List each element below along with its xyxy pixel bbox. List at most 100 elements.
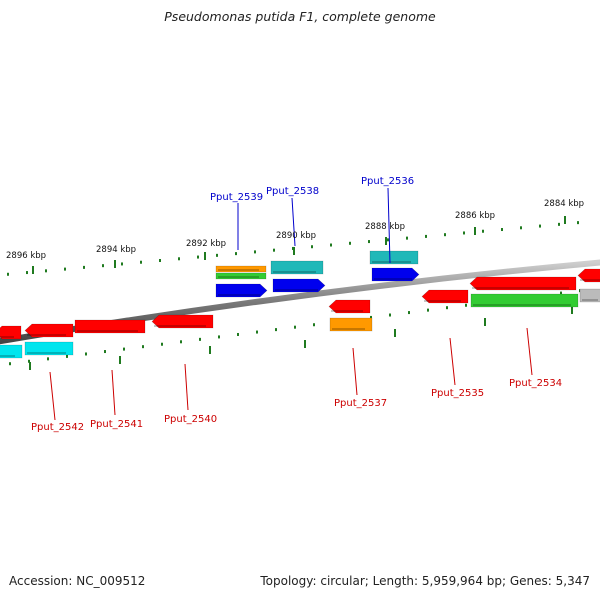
ruler-dot xyxy=(178,257,180,261)
ruler-dot xyxy=(123,347,125,351)
ruler-major-tick xyxy=(484,318,486,326)
label-leader-line xyxy=(449,337,456,386)
ruler-dot xyxy=(104,350,106,354)
tick-label: 2896 kbp xyxy=(6,251,46,261)
gene-pput-2537-orange[interactable] xyxy=(329,317,373,332)
ruler-dot xyxy=(463,231,465,235)
ruler-dot xyxy=(64,267,66,271)
gene-shadow xyxy=(273,271,316,273)
ruler-dot xyxy=(406,236,408,240)
ruler-dot xyxy=(121,262,123,266)
gene-shadow xyxy=(218,269,259,271)
gene-shadow xyxy=(27,334,66,336)
tick-label: 2884 kbp xyxy=(544,199,584,209)
ruler-dot xyxy=(446,306,448,310)
ruler-dot xyxy=(294,325,296,329)
label-leaders-layer xyxy=(49,187,533,421)
gene-pput-2542[interactable] xyxy=(24,323,74,338)
ruler-dot xyxy=(159,259,161,263)
gene-pput-2541[interactable] xyxy=(74,319,146,334)
genome-summary-text: Topology: circular; Length: 5,959,964 bp… xyxy=(260,574,590,588)
ruler-dot xyxy=(218,335,220,339)
tick-labels-layer: 2896 kbp 2894 kbp 2892 kbp 2890 kbp 2888 kbp… xyxy=(6,199,584,261)
gene-shadow xyxy=(374,278,412,280)
tick-label: 2894 kbp xyxy=(96,245,136,255)
ruler-dot xyxy=(28,359,30,363)
ruler-dot xyxy=(26,271,28,275)
gene-pput-2534-green[interactable] xyxy=(470,293,579,308)
ruler-major-tick xyxy=(571,306,573,314)
gene-pput-2539-green[interactable] xyxy=(215,272,267,280)
gene-pput-2538-teal[interactable] xyxy=(270,260,324,275)
ruler-dot xyxy=(216,253,218,257)
gene-shadow xyxy=(218,294,260,296)
ruler-major-tick xyxy=(385,237,387,245)
gene-label[interactable]: Pput_2535 xyxy=(431,388,484,399)
ruler-major-tick xyxy=(32,266,34,274)
gene-pput-2534[interactable] xyxy=(469,276,577,291)
gene-pput-2539[interactable] xyxy=(215,283,268,298)
ruler-major-tick xyxy=(564,216,566,224)
ruler-dot xyxy=(140,260,142,264)
gene-pput-2542-cyan[interactable] xyxy=(24,341,74,356)
gene-label[interactable]: Pput_2536 xyxy=(361,176,414,187)
gene-shadow xyxy=(275,289,318,291)
gene-shadow xyxy=(582,299,598,301)
label-leader-line xyxy=(49,371,56,421)
ruler-dot xyxy=(560,291,562,295)
gene-pput-2540[interactable] xyxy=(151,314,214,329)
label-leader-line xyxy=(111,369,116,416)
gene-label[interactable]: Pput_2540 xyxy=(164,414,217,425)
gene-label[interactable]: Pput_2537 xyxy=(334,398,387,409)
gene-shadow xyxy=(0,355,15,357)
gene-shadow xyxy=(332,328,365,330)
map-title: Pseudomonas putida F1, complete genome xyxy=(164,9,436,24)
gene-shadow xyxy=(218,276,259,278)
ruler-dot xyxy=(444,233,446,237)
gene-pput-2536[interactable] xyxy=(371,267,420,282)
ruler-major-tick xyxy=(293,247,295,255)
ruler-major-tick xyxy=(304,340,306,348)
gene-pput-2539-orange[interactable] xyxy=(215,265,267,273)
gene-red-left-edge[interactable] xyxy=(0,325,22,340)
gene-cyan-left-edge[interactable] xyxy=(0,344,23,359)
ruler-dot xyxy=(311,245,313,249)
gene-label[interactable]: Pput_2539 xyxy=(210,192,263,203)
label-leader-line xyxy=(387,187,391,264)
gene-gray-right-edge[interactable] xyxy=(579,288,600,303)
gene-label[interactable]: Pput_2534 xyxy=(509,378,562,389)
ruler-dot xyxy=(520,226,522,230)
label-leader-line xyxy=(526,327,533,376)
gene-red-right-edge[interactable] xyxy=(577,268,600,283)
ruler-dot xyxy=(539,224,541,228)
gene-pput-2538[interactable] xyxy=(272,278,326,293)
gene-label[interactable]: Pput_2541 xyxy=(90,419,143,430)
ruler-major-tick xyxy=(474,227,476,235)
label-leader-line xyxy=(352,347,358,396)
ruler-dot xyxy=(273,248,275,252)
gene-pput-2537[interactable] xyxy=(328,299,371,314)
gene-pput-2536-teal[interactable] xyxy=(369,250,419,265)
dotted-ruler-layer xyxy=(7,216,581,370)
ruler-major-tick xyxy=(114,260,116,268)
ruler-major-tick xyxy=(394,329,396,337)
label-leader-line xyxy=(184,363,189,411)
tick-label: 2886 kbp xyxy=(455,211,495,221)
ruler-dot xyxy=(427,308,429,312)
ruler-dot xyxy=(368,240,370,244)
ruler-dot xyxy=(237,332,239,336)
gene-shadow xyxy=(472,287,569,289)
gene-label[interactable]: Pput_2538 xyxy=(266,186,319,197)
ruler-dot xyxy=(85,352,87,356)
gene-pput-2535[interactable] xyxy=(421,289,469,304)
ruler-dot xyxy=(83,265,85,269)
ruler-dot xyxy=(161,342,163,346)
ruler-dot xyxy=(45,269,47,273)
ruler-dot xyxy=(577,221,579,225)
gene-label[interactable]: Pput_2542 xyxy=(31,422,84,433)
gene-shadow xyxy=(372,261,411,263)
ruler-dot xyxy=(7,272,9,276)
ruler-dot xyxy=(275,328,277,332)
ruler-major-tick xyxy=(29,362,31,370)
